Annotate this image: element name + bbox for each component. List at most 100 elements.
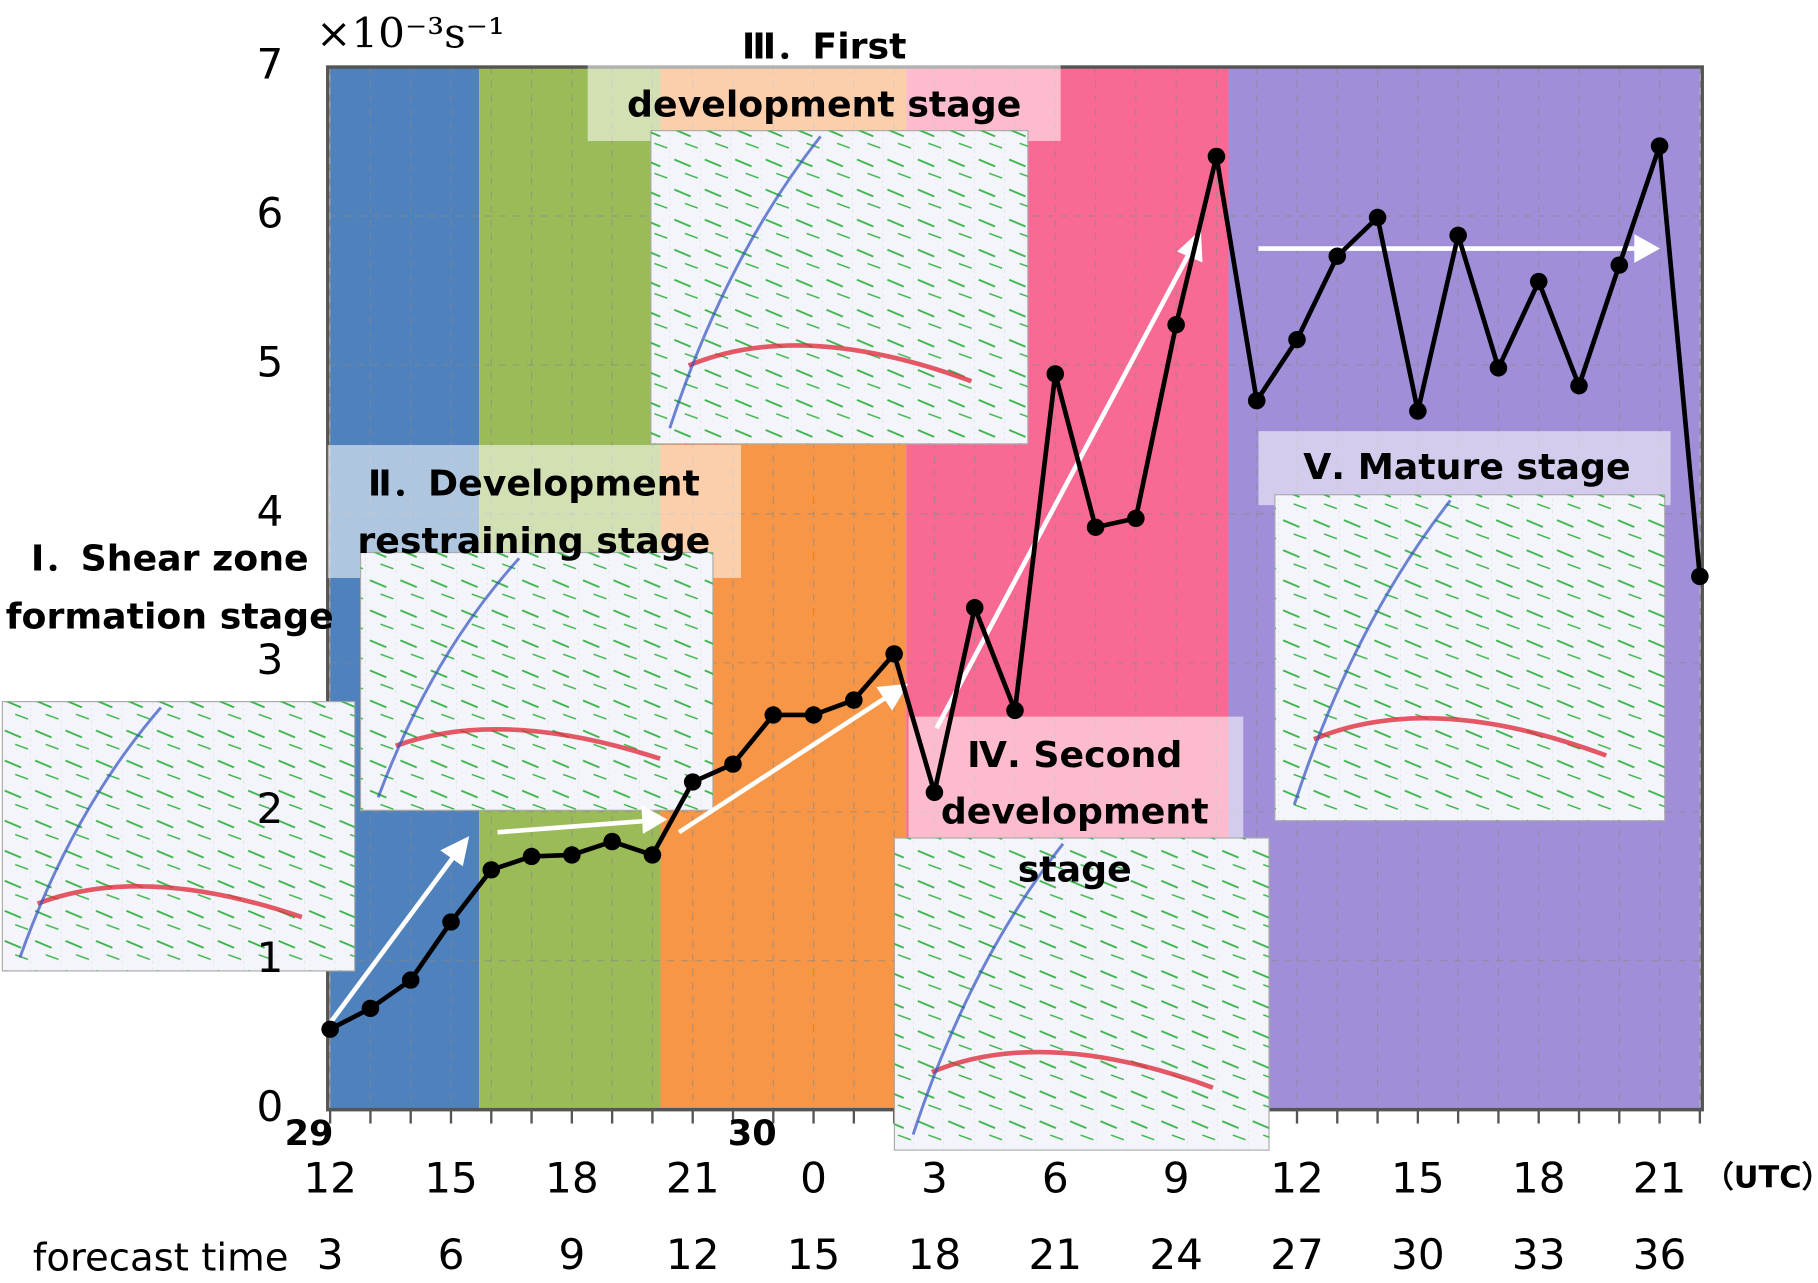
y-tick-label: 7 <box>256 40 283 89</box>
stage-label: stage <box>1018 849 1132 891</box>
forecast-tick-label: 12 <box>666 1230 720 1279</box>
stage-label-box <box>908 716 1244 850</box>
forecast-tick-label: 6 <box>438 1230 465 1279</box>
point <box>1086 518 1105 536</box>
y-tick-label: 0 <box>256 1082 283 1131</box>
map-wind <box>650 130 1028 444</box>
map-wind <box>894 838 1270 1151</box>
point <box>764 706 783 724</box>
x-tick-label: 18 <box>1512 1154 1566 1203</box>
x-tick-label: 12 <box>1270 1154 1324 1203</box>
y-tick-label: 5 <box>256 338 283 387</box>
forecast-tick-label: 30 <box>1391 1230 1445 1279</box>
series <box>321 137 1709 1038</box>
stage-label-box <box>1258 431 1671 506</box>
point <box>1328 247 1347 265</box>
point <box>563 846 581 864</box>
point <box>1691 567 1709 586</box>
x-tick-label: 0 <box>800 1154 827 1203</box>
stage-label: formation stage <box>6 596 334 638</box>
stage-label: Ⅲ．First <box>742 26 907 68</box>
point <box>361 999 380 1018</box>
y-tick-label: 3 <box>256 636 283 685</box>
map-wind <box>360 552 713 811</box>
day-label: 30 <box>728 1114 777 1154</box>
point <box>401 971 420 989</box>
point <box>804 706 823 724</box>
point <box>1610 256 1629 274</box>
point <box>885 645 903 663</box>
stage-label: Ⅴ. Mature stage <box>1303 446 1630 488</box>
maps <box>1 25 1671 1151</box>
map-coast <box>911 842 1065 1135</box>
x-unit-label: （UTC） <box>1703 1161 1818 1196</box>
point <box>1288 330 1306 349</box>
point <box>603 832 621 851</box>
point <box>1046 365 1065 383</box>
map-shear <box>36 884 303 920</box>
stage-label: restraining stage <box>357 520 710 562</box>
forecast-tick-label: 18 <box>908 1230 962 1279</box>
map-coast <box>376 557 521 798</box>
forecast-tick-label: 15 <box>787 1230 841 1279</box>
forecast-tick-label: 27 <box>1270 1230 1324 1279</box>
point <box>1449 226 1467 245</box>
y-tick-label: 6 <box>256 189 283 238</box>
point <box>522 847 541 866</box>
forecast-label: forecast time <box>33 1236 289 1281</box>
x-tick-label: 3 <box>921 1154 948 1203</box>
map-shear <box>687 343 973 384</box>
x-tick-label: 12 <box>303 1154 357 1203</box>
point <box>1207 147 1226 166</box>
point <box>925 783 944 802</box>
stage-label: development <box>941 791 1209 833</box>
map-wind <box>1274 494 1665 821</box>
point <box>1127 509 1145 528</box>
trend-arrows <box>328 229 1661 1025</box>
map-shear <box>930 1049 1214 1090</box>
point <box>1529 272 1548 291</box>
x-tick-label: 15 <box>1391 1154 1445 1203</box>
point <box>1570 377 1588 395</box>
stage-label: Ⅰ．Shear zone <box>31 538 309 580</box>
forecast-tick-label: 21 <box>1028 1230 1082 1279</box>
point <box>845 691 863 709</box>
forecast-tick-label: 9 <box>558 1230 585 1279</box>
x-tick-label: 6 <box>1042 1154 1069 1203</box>
day-label: 29 <box>285 1114 334 1154</box>
x-tick-label: 9 <box>1163 1154 1190 1203</box>
forecast-tick-label: 33 <box>1512 1230 1566 1279</box>
x-tick-label: 18 <box>545 1154 599 1203</box>
forecast-tick-label: 24 <box>1149 1230 1203 1279</box>
stage-label: development stage <box>627 83 1021 125</box>
forecast-tick-label: 36 <box>1633 1230 1687 1279</box>
map-coast <box>668 135 822 429</box>
map-shear <box>1312 715 1608 758</box>
point <box>1409 402 1427 420</box>
point <box>724 755 742 773</box>
point <box>1489 359 1508 377</box>
stage-label: Ⅳ. Second <box>967 734 1182 776</box>
point <box>1650 137 1669 155</box>
stage-label-box <box>587 25 1061 142</box>
point <box>1368 208 1387 227</box>
x-tick-label: 21 <box>1633 1154 1687 1203</box>
point <box>442 913 460 931</box>
y-tick-label: 4 <box>256 487 283 536</box>
point <box>482 861 501 879</box>
x-tick-label: 21 <box>666 1154 720 1203</box>
point <box>643 846 662 864</box>
map-shear <box>395 726 661 761</box>
point <box>1167 316 1185 334</box>
point <box>321 1020 339 1038</box>
map-coast <box>1292 499 1452 805</box>
point <box>965 599 984 617</box>
forecast-tick-label: 3 <box>317 1230 344 1279</box>
point <box>1006 701 1024 720</box>
point <box>683 773 702 791</box>
unit-label: ×10⁻³s⁻¹ <box>316 9 505 58</box>
stage-label: Ⅱ．Development <box>368 463 700 505</box>
